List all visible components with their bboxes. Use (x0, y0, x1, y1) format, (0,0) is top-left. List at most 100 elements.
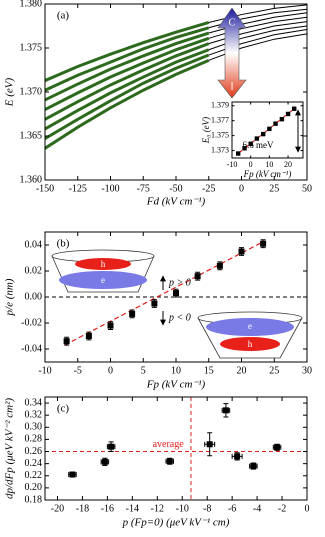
data-point (206, 441, 213, 448)
x-tick-label: -25 (202, 183, 215, 194)
schematic-label: e (101, 275, 105, 285)
x-tick-label: 10 (265, 160, 273, 169)
y-tick-label: 0.32 (25, 409, 43, 420)
schematic-label: h (248, 339, 253, 349)
data-point (107, 322, 114, 329)
data-point (235, 151, 241, 156)
x-tick-label: 0 (305, 503, 310, 514)
x-tick-label: -100 (101, 183, 119, 194)
curve (208, 33, 308, 61)
schematics: h e e h p > 0 p < 0 (51, 249, 303, 359)
arrow-label: I (230, 81, 233, 92)
x-tick-label: -18 (76, 503, 89, 514)
data-point (238, 248, 245, 255)
y-tick-label: 0.30 (25, 422, 43, 433)
data-point (248, 141, 253, 147)
x-tick-label: 5 (141, 365, 146, 376)
curve (44, 53, 210, 140)
x-tick-label: 0 (239, 183, 244, 194)
x-tick-label: 25 (269, 183, 279, 194)
data-point (194, 273, 201, 280)
data-point (166, 458, 173, 465)
data-point (254, 136, 260, 141)
y-tick-label: 0.00 (25, 291, 43, 302)
data-point (267, 126, 272, 132)
plot-frame (44, 3, 308, 181)
x-tick-label: -75 (137, 183, 150, 194)
y-tick-label: 1.370 (20, 86, 43, 97)
x-tick-label: -16 (101, 503, 114, 514)
x-tick-label: -12 (151, 503, 164, 514)
y-tick-label: -0.04 (21, 343, 42, 354)
fit-line (237, 108, 295, 154)
x-axis-title: Fp (kV cm⁻¹) (243, 169, 292, 179)
curve (44, 26, 210, 92)
inset-annotation: 6.6 meV (243, 109, 301, 153)
electron (59, 271, 147, 289)
electron (206, 318, 294, 336)
x-tick-label: -14 (126, 503, 139, 514)
data-point (261, 131, 266, 137)
y-tick-label: 0.04 (25, 239, 43, 250)
y-tick-label: 1.375 (211, 130, 229, 139)
y-tick-label: 0.24 (25, 458, 43, 469)
x-axis-title: Fd (kV cm⁻¹) (146, 196, 206, 208)
x-tick-label: -2 (278, 503, 286, 514)
data-point (222, 407, 229, 414)
data-point (273, 121, 278, 126)
data-point (285, 111, 291, 117)
data-point (69, 471, 76, 478)
data-point (108, 443, 115, 450)
curve (44, 42, 210, 121)
y-axis-title: dp/dFp (μeV kV⁻² cm²) (4, 398, 16, 499)
x-tick-label: -10 (176, 503, 189, 514)
y-tick-label: -0.02 (21, 317, 42, 328)
x-tick-label: 10 (171, 365, 181, 376)
x-tick-label: 15 (204, 365, 214, 376)
x-tick-label: -125 (69, 183, 87, 194)
plot-frame (231, 101, 304, 159)
plot-frame (44, 231, 308, 363)
x-tick-label: -20 (51, 503, 64, 514)
x-tick-label: -8 (203, 503, 211, 514)
cone (51, 255, 155, 293)
data-point (260, 240, 267, 247)
range-label: 6.6 meV (243, 140, 274, 150)
data-point (173, 290, 179, 297)
y-tick-label: 0.28 (25, 434, 43, 445)
y-axis-title: E₀ (eV) (201, 117, 211, 144)
x-tick-label: -4 (253, 503, 261, 514)
x-tick-label: 25 (269, 365, 279, 376)
x-tick-label: -150 (36, 183, 54, 194)
curve (44, 48, 210, 131)
data-point (63, 338, 70, 345)
x-axis-title: p (Fp=0) (μeV kV⁻¹ cm) (122, 517, 230, 529)
hole (75, 258, 131, 270)
x-tick-label: 20 (284, 160, 292, 169)
x-tick-label: 0 (249, 160, 253, 169)
y-tick-label: 1.380 (20, 0, 43, 9)
y-tick-label: 1.377 (211, 115, 229, 124)
y-tick-label: 0.22 (25, 470, 43, 481)
x-tick-label: 50 (302, 183, 312, 194)
curve (44, 31, 210, 102)
data-point (129, 310, 136, 317)
data-point (216, 262, 223, 269)
panel-label: (a) (57, 10, 70, 22)
x-tick-label: -10 (38, 365, 51, 376)
data-point (85, 333, 92, 339)
y-axis-title: E (eV) (4, 77, 16, 107)
data-point (250, 463, 257, 470)
x-tick-label: -5 (74, 365, 82, 376)
arrow-label: C (229, 17, 236, 28)
dipole-label: p < 0 (168, 312, 191, 323)
y-tick-label: 1.365 (20, 130, 43, 141)
x-tick-label: 30 (302, 365, 312, 376)
y-tick-label: 0.18 (25, 494, 43, 505)
schematic-label: e (248, 321, 252, 331)
hole (220, 337, 280, 351)
curve (44, 58, 210, 150)
y-axis-title: p/e (nm) (4, 278, 16, 316)
curve (208, 29, 308, 56)
